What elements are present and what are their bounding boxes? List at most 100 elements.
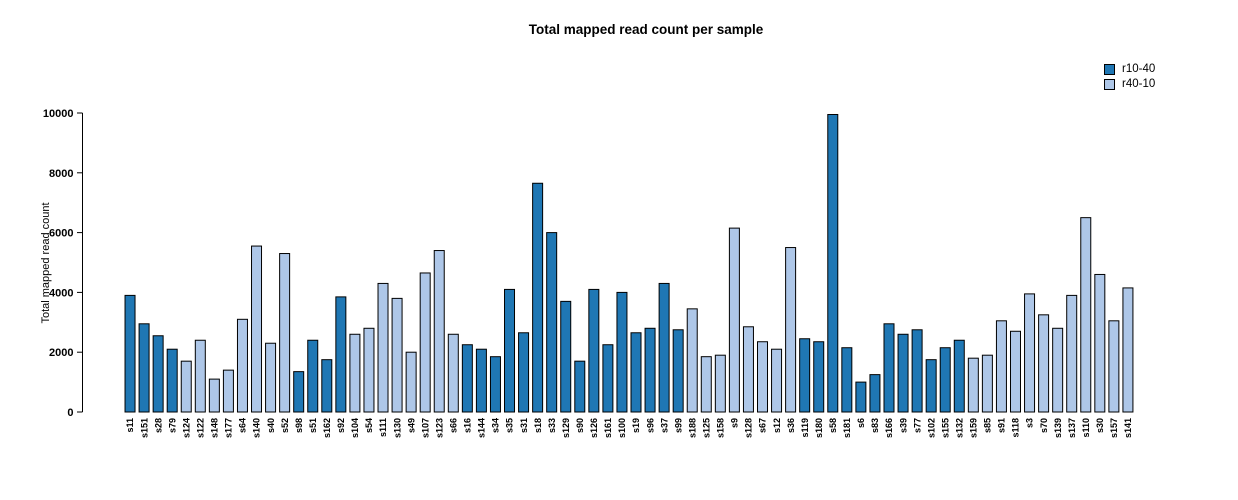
bar-s52: [279, 253, 291, 413]
x-tick-label: s9: [730, 418, 740, 428]
x-tick-label: s155: [940, 418, 950, 438]
bar-s111: [377, 282, 389, 413]
x-tick-label: s64: [238, 418, 248, 433]
bar-s54: [363, 327, 375, 413]
x-tick-label: s141: [1123, 418, 1133, 438]
bar-s144: [475, 348, 487, 413]
bar-s125: [700, 356, 712, 413]
x-tick-label: s130: [392, 418, 402, 438]
x-tick-label: s91: [997, 418, 1007, 433]
x-tick-label: s125: [701, 418, 711, 438]
x-tick-label: s18: [533, 418, 543, 433]
x-tick-label: s151: [139, 418, 149, 438]
bar-s36: [785, 247, 797, 413]
x-tick-label: s40: [266, 418, 276, 433]
x-tick-label: s12: [772, 418, 782, 433]
bar-s104: [349, 333, 361, 413]
legend: r10-40 r40-10: [1104, 63, 1155, 90]
bar-s92: [335, 296, 347, 413]
bar-s139: [1052, 327, 1064, 413]
y-tick-label: 2000: [49, 347, 73, 359]
bar-s28: [152, 335, 164, 413]
y-tick-label: 8000: [49, 168, 73, 180]
x-tick-label: s77: [912, 418, 922, 433]
legend-item-r10-40: r10-40: [1104, 63, 1155, 75]
x-tick-label: s99: [673, 418, 683, 433]
bar-s132: [953, 339, 965, 413]
bar-s51: [307, 339, 319, 413]
legend-swatch-dark: [1104, 63, 1115, 75]
x-tick-label: s96: [645, 418, 655, 433]
bar-s37: [658, 282, 670, 413]
bar-s148: [208, 378, 220, 413]
bar-s3: [1024, 293, 1036, 413]
x-tick-label: s52: [280, 418, 290, 433]
x-tick-label: s66: [448, 418, 458, 433]
x-tick-label: s100: [617, 418, 627, 438]
x-tick-label: s37: [659, 418, 669, 433]
bar-s118: [1009, 330, 1021, 413]
x-tick-label: s162: [322, 418, 332, 438]
x-tick-label: s166: [884, 418, 894, 438]
x-tick-label: s98: [294, 418, 304, 433]
x-tick-label: s85: [983, 418, 993, 433]
bar-s90: [574, 360, 586, 413]
bar-s77: [911, 329, 923, 413]
x-tick-label: s158: [716, 418, 726, 438]
x-tick-label: s118: [1011, 418, 1021, 438]
x-tick-label: s51: [308, 418, 318, 433]
x-tick-label: s110: [1081, 418, 1091, 438]
bar-s39: [897, 333, 909, 413]
x-tick-label: s111: [378, 418, 388, 437]
x-tick-label: s79: [167, 418, 177, 433]
bar-s122: [194, 339, 206, 413]
x-tick-label: s6: [856, 418, 866, 428]
bar-s33: [546, 232, 558, 413]
bar-s96: [644, 327, 656, 413]
bar-s9: [728, 227, 740, 413]
bar-s180: [813, 341, 825, 413]
x-tick-label: s39: [898, 418, 908, 433]
bar-s30: [1094, 273, 1106, 413]
bar-s100: [616, 291, 628, 413]
x-tick-label: s144: [477, 418, 487, 438]
legend-label: r40-10: [1122, 78, 1156, 90]
y-tick-label: 6000: [49, 228, 73, 240]
bar-s79: [166, 348, 178, 413]
x-tick-label: s188: [687, 418, 697, 438]
bar-s49: [405, 351, 417, 413]
x-tick-label: s104: [350, 418, 360, 438]
x-tick-label: s148: [210, 418, 220, 438]
x-tick-label: s16: [463, 418, 473, 433]
bar-s70: [1038, 314, 1050, 413]
x-tick-label: s49: [406, 418, 416, 433]
bar-s6: [855, 381, 867, 413]
bar-s40: [265, 342, 277, 413]
bar-s66: [447, 333, 459, 413]
bar-s11: [124, 294, 136, 413]
bar-s58: [827, 113, 839, 413]
x-tick-label: s92: [336, 418, 346, 433]
x-tick-label: s70: [1039, 418, 1049, 433]
x-tick-label: s36: [786, 418, 796, 433]
bar-s137: [1066, 294, 1078, 413]
legend-swatch-light: [1104, 78, 1115, 90]
x-tick-label: s139: [1053, 418, 1063, 438]
bar-s64: [236, 318, 248, 413]
bar-s91: [995, 320, 1007, 413]
y-tick-label: 10000: [43, 108, 74, 120]
bar-s18: [532, 182, 544, 413]
bar-s177: [222, 369, 234, 413]
x-tick-label: s124: [181, 418, 191, 438]
bar-s83: [869, 374, 881, 413]
y-tick-label: 4000: [49, 287, 73, 299]
x-tick-label: s119: [800, 418, 810, 438]
x-tick-label: s67: [758, 418, 768, 433]
bar-s124: [180, 360, 192, 413]
bar-s126: [588, 288, 600, 413]
chart-title: Total mapped read count per sample: [528, 22, 764, 37]
x-tick-label: s54: [364, 418, 374, 433]
bar-s16: [461, 344, 473, 413]
x-tick-label: s159: [969, 418, 979, 438]
